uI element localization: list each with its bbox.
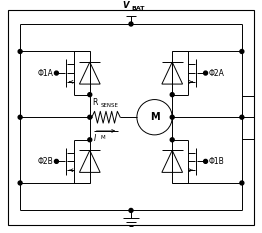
Circle shape xyxy=(170,115,174,119)
Circle shape xyxy=(54,71,58,75)
Circle shape xyxy=(240,50,244,53)
Text: Φ1B: Φ1B xyxy=(209,157,224,166)
Text: M: M xyxy=(101,135,105,140)
Circle shape xyxy=(170,93,174,97)
Circle shape xyxy=(88,138,92,142)
Circle shape xyxy=(88,115,92,119)
Circle shape xyxy=(240,181,244,185)
Text: Φ2A: Φ2A xyxy=(209,69,224,78)
Text: Φ1A: Φ1A xyxy=(38,69,53,78)
Circle shape xyxy=(54,159,58,163)
Circle shape xyxy=(204,71,208,75)
Text: Φ2B: Φ2B xyxy=(38,157,53,166)
Text: M: M xyxy=(150,112,159,122)
Circle shape xyxy=(170,138,174,142)
Circle shape xyxy=(129,22,133,26)
Circle shape xyxy=(18,50,22,53)
Circle shape xyxy=(129,209,133,212)
Circle shape xyxy=(18,181,22,185)
Circle shape xyxy=(18,115,22,119)
Text: I: I xyxy=(94,134,96,143)
Text: SENSE: SENSE xyxy=(101,103,118,108)
Circle shape xyxy=(240,115,244,119)
Text: BAT: BAT xyxy=(131,6,144,11)
Circle shape xyxy=(204,159,208,163)
Text: R: R xyxy=(93,98,98,107)
Circle shape xyxy=(88,93,92,97)
Text: V: V xyxy=(123,1,129,10)
